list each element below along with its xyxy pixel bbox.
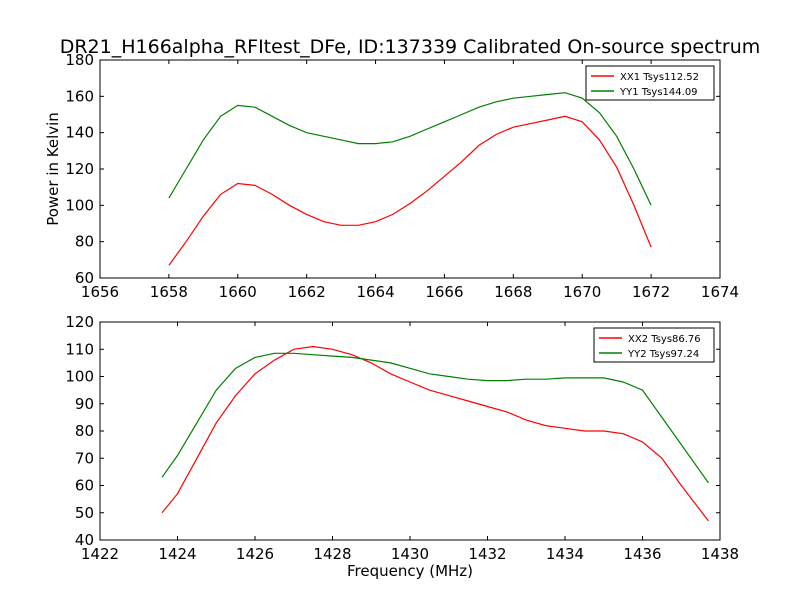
- top-panel: 1656 1658 1660 1662 1664 1666 1668 1670 1672 1674…: [44, 51, 739, 301]
- y-tick-label: 120: [65, 160, 94, 178]
- series-line-xx2: [161, 345, 709, 522]
- x-tick-label: 1430: [391, 545, 429, 563]
- legend-box: [593, 327, 715, 363]
- x-tick-label: 1428: [313, 545, 351, 563]
- legend-box: [585, 65, 715, 101]
- x-axis-label: Frequency (MHz): [347, 562, 473, 580]
- legend-label: XX2 Tsys86.76: [628, 334, 701, 345]
- series-line-yy1: [168, 92, 652, 206]
- x-tick-label: 1662: [288, 283, 326, 301]
- y-tick-label: 80: [75, 422, 94, 440]
- y-tick-label: 160: [65, 87, 94, 105]
- y-tick-label: 60: [75, 269, 94, 287]
- y-tick-label: 180: [65, 51, 94, 69]
- x-tick-label: 1660: [219, 283, 257, 301]
- x-tick-label: 1666: [425, 283, 463, 301]
- series-line-xx1: [168, 115, 652, 266]
- y-tick-label: 40: [75, 531, 94, 549]
- x-tick-label: 1424: [158, 545, 196, 563]
- x-tick-label: 1432: [468, 545, 506, 563]
- y-tick-label: 120: [65, 313, 94, 331]
- y-tick-label: 110: [65, 340, 94, 358]
- x-tick-label: 1664: [356, 283, 394, 301]
- legend: XX1 Tsys112.52 YY1 Tsys144.09: [585, 65, 715, 101]
- y-axis-label: Power in Kelvin: [44, 112, 62, 226]
- y-tick-label: 100: [65, 368, 94, 386]
- legend: XX2 Tsys86.76 YY2 Tsys97.24: [593, 327, 715, 363]
- legend-label: YY2 Tsys97.24: [627, 349, 699, 360]
- x-tick-label: 1422: [81, 545, 119, 563]
- legend-label: YY1 Tsys144.09: [619, 87, 698, 98]
- y-tick-label: 140: [65, 124, 94, 142]
- bottom-panel: 1422 1424 1426 1428 1430 1432 1434 1436 1438 40 50…: [65, 313, 739, 580]
- legend-label: XX1 Tsys112.52: [620, 72, 699, 83]
- x-tick-label: 1438: [701, 545, 739, 563]
- x-tick-label: 1670: [563, 283, 601, 301]
- x-tick-label: 1672: [632, 283, 670, 301]
- x-tick-label: 1656: [81, 283, 119, 301]
- x-tick-label: 1668: [494, 283, 532, 301]
- y-tick-label: 80: [75, 233, 94, 251]
- series-line-yy2: [161, 352, 709, 484]
- chart-title: DR21_H166alpha_RFItest_DFe, ID:137339 Ca…: [60, 36, 761, 58]
- y-tick-label: 60: [75, 477, 94, 495]
- x-tick-label: 1426: [236, 545, 274, 563]
- y-tick-label: 50: [75, 504, 94, 522]
- x-tick-label: 1674: [701, 283, 739, 301]
- y-tick-label: 100: [65, 196, 94, 214]
- y-tick-label: 90: [75, 395, 94, 413]
- y-tick-label: 70: [75, 449, 94, 467]
- x-tick-label: 1434: [546, 545, 584, 563]
- x-tick-label: 1436: [623, 545, 661, 563]
- x-tick-label: 1658: [150, 283, 188, 301]
